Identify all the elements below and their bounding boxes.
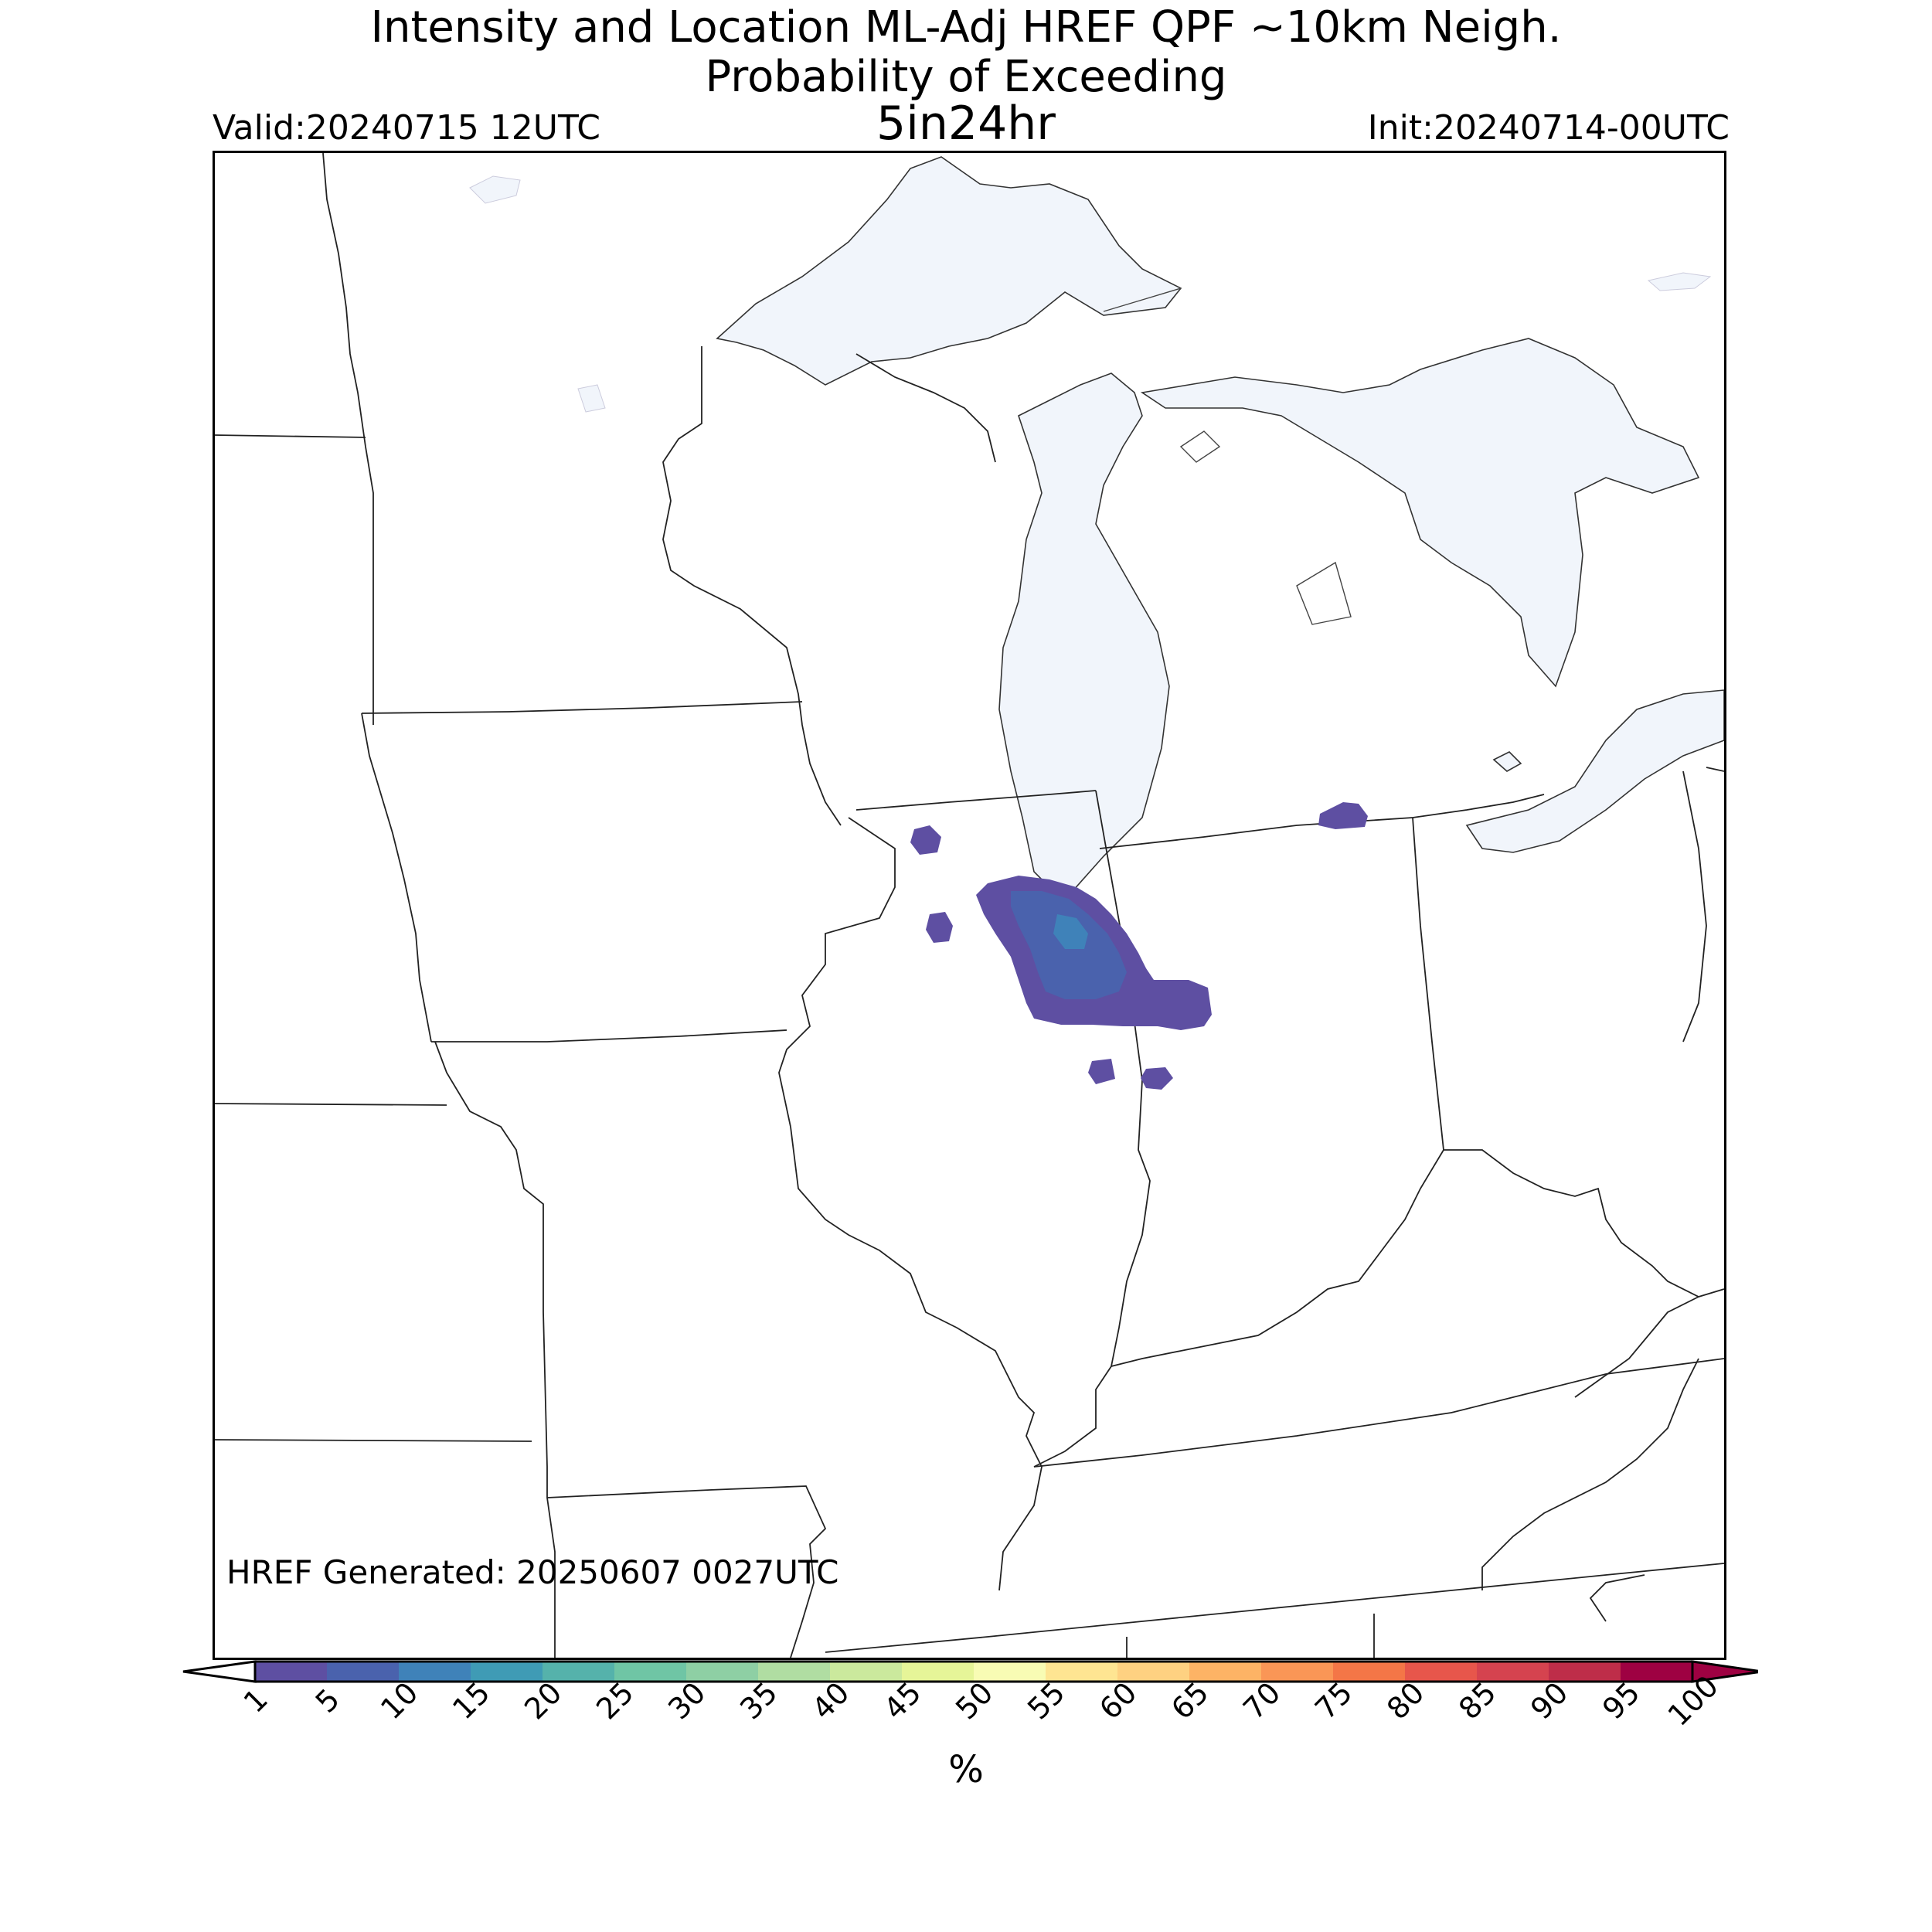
colorbar-tick-label: 90 [1524,1675,1574,1726]
colorbar-unit-label: % [948,1748,984,1791]
lake-st-clair [1492,751,1522,772]
lakes [469,156,1724,896]
colorbar-tick-label: 70 [1236,1675,1287,1726]
colorbar-tick-label: 85 [1452,1675,1502,1726]
colorbar-tick-label: 35 [733,1675,784,1726]
colorbar-cell [255,1662,328,1682]
colorbar-cell [1261,1662,1334,1682]
colorbar-tick-label: 50 [949,1675,999,1726]
lake-erie [1465,689,1724,853]
map-svg [215,153,1724,1658]
map-title: Intensity and Location ML-Adj HREF QPF ~… [370,2,1562,53]
prob-blob-10pct [1053,914,1088,949]
colorbar-tick-label: 75 [1308,1675,1359,1726]
colorbar-tick-label: 95 [1596,1675,1646,1726]
colorbar-cell [1405,1662,1478,1682]
colorbar-tick-label: 30 [662,1675,712,1726]
colorbar-tick-label: 20 [518,1675,568,1726]
colorbar-cell [327,1662,400,1682]
colorbar-cell [1333,1662,1406,1682]
colorbar-tick-label: 5 [309,1682,346,1719]
lake-huron [1140,338,1700,688]
colorbar-cell [686,1662,759,1682]
colorbar-tick-label: 60 [1093,1675,1143,1726]
colorbar-cell [902,1662,975,1682]
colorbar-under-extension [182,1660,257,1683]
colorbar-cell [471,1662,543,1682]
lake-superior [716,156,1182,386]
valid-time-label: Valid:20240715 12UTC [213,108,601,148]
colorbar-cell [399,1662,471,1682]
colorbar-tick-label: 45 [877,1675,927,1726]
colorbar-cell [758,1662,831,1682]
colorbar-cell [614,1662,687,1682]
prob-blob-small [1088,1059,1115,1084]
init-time-label: Init:20240714-00UTC [1367,108,1730,148]
state-borders [215,153,1724,1658]
prob-blob-small [1318,802,1368,829]
map-panel [213,151,1726,1660]
colorbar-cell [1549,1662,1621,1682]
colorbar-cells [182,1660,1758,1683]
colorbar-cell [830,1662,903,1682]
colorbar-outline [253,1660,1694,1683]
colorbar-tick-label: 15 [446,1675,496,1726]
colorbar-cell [1117,1662,1190,1682]
colorbar-cell [543,1662,615,1682]
colorbar: 1 5 10 15 20 25 30 35 40 45 50 55 60 65 70 75 80 85 90 95 10… [182,1660,1758,1733]
colorbar-cell [1621,1662,1693,1682]
colorbar-cell [1477,1662,1549,1682]
colorbar-tick-label: 65 [1165,1675,1215,1726]
colorbar-tick-label: 80 [1380,1675,1430,1726]
prob-blob-small [1141,1067,1173,1090]
probability-field [910,802,1368,1090]
map-subtitle: Probability of Exceeding [705,52,1227,102]
colorbar-cell [1046,1662,1118,1682]
colorbar-tick-label: 55 [1021,1675,1071,1726]
colorbar-tick-label: 40 [805,1675,855,1726]
threshold-label: 5in24hr [876,97,1056,151]
colorbar-tick-label: 25 [590,1675,640,1726]
colorbar-cell [974,1662,1046,1682]
prob-blob-small [910,825,941,855]
prob-blob-small [926,912,953,943]
colorbar-cell [1189,1662,1262,1682]
lake-michigan [998,372,1170,896]
colorbar-tick-label: 1 [237,1682,274,1719]
colorbar-tick-label: 10 [374,1675,424,1726]
generated-timestamp: HREF Generated: 20250607 0027UTC [226,1553,839,1591]
coastlines [1103,287,1352,625]
